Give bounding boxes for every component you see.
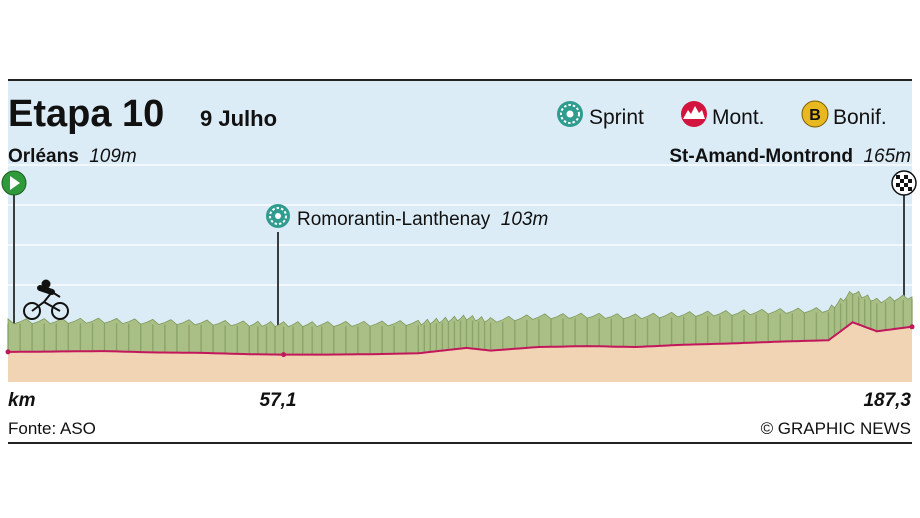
intermediate-sprint-icon (266, 204, 290, 228)
sprint-km-label: 57,1 (260, 390, 297, 411)
terrain-profile (5, 290, 915, 382)
legend-bonus-label: Bonif. (833, 106, 887, 129)
finish-label: St-Amand-Montrond 165m (669, 146, 911, 167)
poi-point-sprint (281, 352, 287, 358)
start-flag-icon (1, 170, 27, 196)
legend-sprint-label: Sprint (589, 106, 644, 129)
terrain-ground (8, 322, 912, 382)
source-note: Fonte: ASO (8, 419, 96, 438)
credit-note: © GRAPHIC NEWS (761, 419, 911, 438)
legend-mountain-label: Mont. (712, 106, 765, 129)
sprint-point-label: Romorantin-Lanthenay 103m (297, 209, 548, 230)
sprint-city: Romorantin-Lanthenay (297, 209, 491, 230)
bonus-icon: B (801, 100, 829, 128)
finish-km-label: 187,3 (863, 390, 911, 411)
stage-title: Etapa 10 (8, 93, 164, 135)
start-label: Orléans 109m (8, 146, 137, 167)
poi-point-finish (909, 324, 915, 330)
legend: Sprint Mont. B Bonif. (557, 100, 887, 129)
finish-altitude: 165m (863, 146, 911, 167)
sprint-altitude: 103m (501, 209, 549, 230)
start-altitude: 109m (89, 146, 137, 167)
cyclist-icon (23, 279, 69, 320)
mountain-icon (681, 101, 707, 127)
sprint-icon (557, 101, 583, 127)
finish-city: St-Amand-Montrond (669, 146, 853, 167)
stage-date: 9 Julho (200, 106, 277, 131)
bonus-badge-letter: B (809, 107, 821, 124)
axis-unit: km (8, 390, 36, 411)
altitude-line (8, 321, 913, 356)
start-city: Orléans (8, 146, 79, 167)
finish-flag-icon (891, 170, 917, 196)
sky-gridlines (8, 164, 912, 286)
poi-point-start (5, 349, 11, 355)
